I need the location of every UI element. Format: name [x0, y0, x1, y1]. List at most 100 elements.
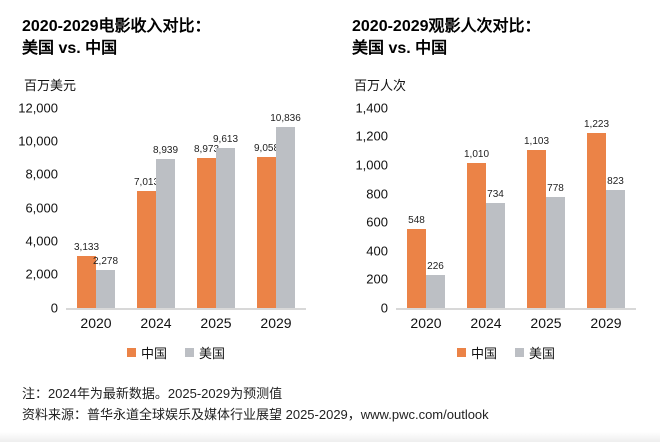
bar-group-2020: 3,133 2,278	[73, 241, 119, 308]
x-tick-label: 2029	[260, 314, 292, 331]
y-tick-label: 200	[366, 271, 388, 287]
footnotes: 注：2024年为最新数据。2025-2029为预测值 资料来源：普华永道全球娱乐…	[22, 384, 660, 426]
y-tick-label: 6,000	[25, 200, 58, 216]
bar-usa-2024	[486, 202, 505, 308]
x-axis: 2020 2024 2025 2029	[66, 310, 306, 331]
bar-wrap: 7,013	[133, 176, 160, 308]
legend-item-usa: 美国	[515, 343, 555, 362]
bar-value-label: 8,939	[152, 144, 179, 156]
y-tick-label: 0	[380, 300, 388, 316]
bar-wrap: 3,133	[73, 241, 100, 308]
y-tick-label: 800	[366, 186, 388, 201]
bar-wrap: 1,223	[583, 119, 610, 308]
bar-value-label: 7,013	[133, 176, 160, 188]
bar-wrap: 8,973	[193, 144, 220, 308]
y-tick-label: 0	[50, 300, 58, 316]
bar-wrap: 8,939	[152, 144, 179, 308]
plot-column: 3,133 2,278 7,013 8,939 8,973 9,613 9,058 10,83…	[66, 108, 306, 331]
bar-value-label: 8,973	[193, 144, 220, 156]
bar-usa-2025	[216, 147, 235, 308]
legend-label-usa: 美国	[199, 345, 226, 361]
legend-item-usa: 美国	[185, 343, 225, 362]
y-tick-label: 12,000	[18, 100, 58, 116]
legend-label-china: 中国	[470, 345, 497, 361]
y-tick-label: 4,000	[25, 233, 58, 249]
bar-china-2024	[137, 190, 156, 308]
y-tick-label: 2,000	[25, 266, 58, 282]
bar-group-2020: 548 226	[407, 215, 445, 308]
bar-usa-2029	[606, 190, 625, 308]
bar-wrap: 10,836	[270, 113, 301, 308]
y-axis-unit-label: 百万美元	[24, 77, 77, 93]
bar-usa-2025	[546, 196, 565, 308]
bar-value-label: 734	[487, 188, 504, 200]
bottom-band	[0, 432, 660, 442]
china-legend-swatch-icon	[126, 347, 136, 357]
bar-wrap: 2,278	[92, 255, 119, 308]
bar-value-label: 823	[607, 176, 624, 188]
chart-title-line1: 2020-2029观影人次对比：	[352, 18, 541, 35]
charts-row: 2020-2029电影收入对比： 美国 vs. 中国 百万美元 12,000 10…	[18, 16, 660, 362]
bar-group-2024: 1,010 734	[463, 149, 505, 308]
revenue-chart-title: 2020-2029电影收入对比： 美国 vs. 中国	[22, 16, 330, 61]
bar-wrap: 1,103	[523, 136, 550, 308]
bar-value-label: 9,613	[212, 133, 239, 145]
bar-china-2020	[407, 229, 426, 308]
plot-area: 548 226 1,010 734 1,103 778 1,223 823	[396, 108, 636, 310]
chart-title-line2: 美国 vs. 中国	[352, 40, 448, 58]
bar-value-label: 2,278	[92, 255, 119, 267]
x-tick-label: 2024	[470, 314, 502, 331]
x-tick-label: 2029	[590, 314, 622, 331]
x-tick-label: 2025	[200, 314, 232, 331]
revenue-bar-chart: 12,000 10,000 8,000 6,000 4,000 2,000 0 3,133 2…	[18, 100, 330, 331]
usa-legend-swatch-icon	[515, 347, 524, 357]
revenue-chart-panel: 2020-2029电影收入对比： 美国 vs. 中国 百万美元 12,000 10…	[18, 16, 330, 362]
x-tick-label: 2020	[410, 314, 442, 331]
y-tick-label: 600	[366, 214, 388, 230]
bar-wrap: 1,010	[463, 149, 490, 308]
y-tick-label: 400	[366, 243, 388, 259]
legend: 中国 美国	[352, 343, 660, 362]
bar-china-2029	[257, 156, 276, 308]
chart-title-line2: 美国 vs. 中国	[22, 40, 118, 58]
y-tick-label: 1,000	[355, 157, 388, 173]
bar-value-label: 3,133	[73, 241, 100, 253]
bar-value-label: 1,223	[583, 119, 610, 131]
legend-label-usa: 美国	[529, 345, 556, 361]
bar-value-label: 9,058	[253, 142, 280, 154]
bar-usa-2020	[96, 269, 115, 308]
legend: 中国 美国	[22, 343, 330, 362]
bar-usa-2024	[156, 158, 175, 308]
legend-label-china: 中国	[140, 345, 167, 361]
legend-item-china: 中国	[456, 343, 497, 362]
bar-wrap: 734	[486, 189, 505, 308]
bar-wrap: 548	[407, 215, 426, 308]
china-legend-swatch-icon	[456, 347, 466, 357]
legend-item-china: 中国	[126, 343, 167, 362]
y-axis-unit-label: 百万人次	[354, 77, 407, 93]
x-tick-label: 2024	[140, 314, 172, 331]
bar-group-2025: 1,103 778	[523, 136, 565, 308]
x-tick-label: 2025	[530, 314, 562, 331]
bar-china-2020	[77, 255, 96, 308]
bar-group-2029: 9,058 10,836	[253, 113, 301, 308]
bar-value-label: 226	[427, 261, 444, 273]
x-axis: 2020 2024 2025 2029	[396, 310, 636, 331]
plot-column: 548 226 1,010 734 1,103 778 1,223 823 2020 2024 2…	[396, 108, 636, 331]
usa-legend-swatch-icon	[185, 347, 194, 357]
bar-wrap: 823	[606, 176, 625, 308]
bar-value-label: 10,836	[270, 113, 301, 125]
bar-wrap: 9,613	[212, 133, 239, 308]
bar-wrap: 778	[546, 183, 565, 308]
admissions-chart-title: 2020-2029观影人次对比： 美国 vs. 中国	[352, 16, 660, 61]
bar-group-2024: 7,013 8,939	[133, 144, 179, 308]
note-line: 注：2024年为最新数据。2025-2029为预测值	[22, 385, 283, 401]
bar-group-2025: 8,973 9,613	[193, 133, 239, 308]
y-tick-label: 10,000	[18, 133, 58, 149]
y-axis: 1,400 1,200 1,000 800 600 400 200 0	[352, 100, 396, 315]
bar-usa-2029	[276, 127, 295, 308]
bar-china-2029	[587, 133, 606, 308]
bar-value-label: 1,010	[463, 149, 490, 161]
bar-value-label: 1,103	[523, 136, 550, 148]
